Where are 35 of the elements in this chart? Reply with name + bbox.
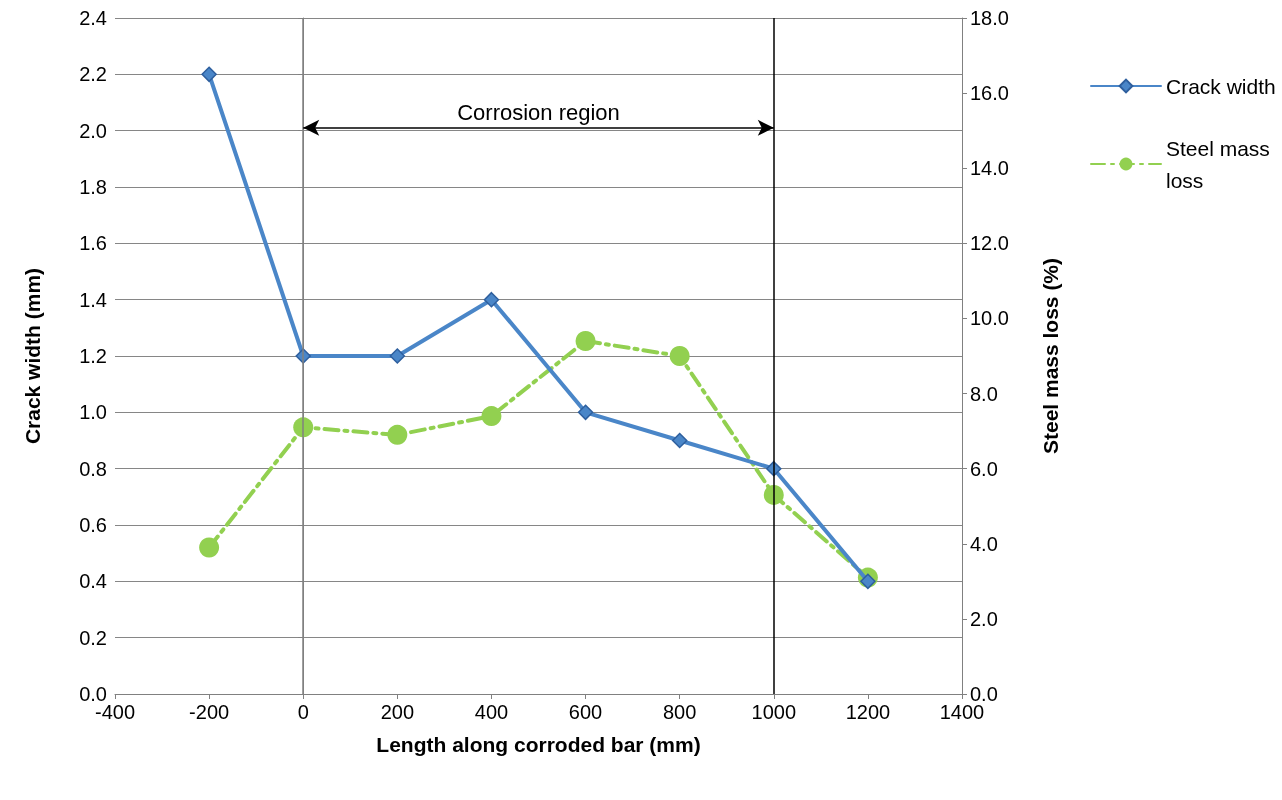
y2-axis-title: Steel mass loss (%) <box>1039 257 1062 455</box>
y-tick-label: 0.8 <box>79 457 107 480</box>
x-tick-label: 600 <box>568 701 603 723</box>
y2-tick-label: 16.0 <box>970 82 1009 105</box>
y-tick-label: 2.4 <box>79 7 107 29</box>
y-tick-label: 0.2 <box>79 626 107 649</box>
y-axis-title: Crack width (mm) <box>21 267 44 445</box>
y-tick-label: 1.4 <box>79 288 107 311</box>
x-tick-label: 400 <box>474 701 509 723</box>
legend-label: Crack width <box>1166 74 1276 98</box>
x-tick-label: -200 <box>189 701 230 723</box>
y2-tick-label: 6.0 <box>970 457 998 480</box>
y-tick-label: 0.6 <box>79 514 107 536</box>
y2-tick-label: 8.0 <box>970 382 998 405</box>
y2-tick-label: 12.0 <box>970 232 1009 255</box>
x-tick-label: 1000 <box>751 701 797 723</box>
y2-tick-label: 18.0 <box>970 7 1009 29</box>
x-axis-title: Length along corroded bar (mm) <box>376 733 701 756</box>
y-tick-label: 0.4 <box>79 570 107 593</box>
y-tick-label: 1.0 <box>79 401 107 424</box>
y2-tick-label: 14.0 <box>970 157 1009 180</box>
y2-tick-label: 10.0 <box>970 307 1009 330</box>
y-tick-label: 1.6 <box>79 232 107 255</box>
y-tick-label: 2.0 <box>79 119 107 142</box>
x-tick-label: 1200 <box>845 701 891 723</box>
y-tick-label: 2.2 <box>79 63 107 86</box>
x-tick-label: 0 <box>297 701 309 723</box>
y-tick-label: 1.8 <box>79 176 107 198</box>
x-tick-label: 200 <box>380 701 415 723</box>
y2-tick-label: 4.0 <box>970 532 998 555</box>
x-tick-label: 800 <box>662 701 697 723</box>
annotation: Corrosion region <box>457 100 620 126</box>
y-tick-label: 1.2 <box>79 345 107 367</box>
y2-tick-label: 2.0 <box>970 607 998 630</box>
legend-label: Steel mass loss <box>1166 136 1276 192</box>
